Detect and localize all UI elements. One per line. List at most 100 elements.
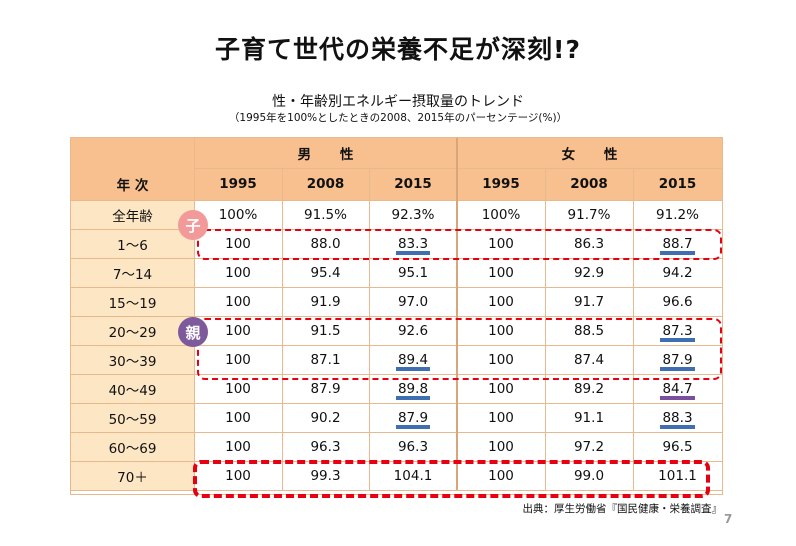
underlined-value: 83.3	[395, 235, 431, 255]
value-cell: 97.0	[369, 287, 457, 316]
underlined-value: 89.8	[395, 380, 431, 400]
grid-line	[71, 490, 722, 491]
underlined-value: 87.9	[660, 351, 695, 371]
table-note: （1995年を100%としたときの2008、2015年のパーセンテージ(%)）	[228, 112, 568, 124]
value-cell: 100	[457, 316, 545, 345]
value-cell: 91.5	[282, 316, 369, 345]
year-header: 2015	[633, 168, 722, 200]
child-badge-label: 子	[185, 216, 201, 235]
age-group-label: 70＋	[71, 461, 194, 490]
value-cell: 100%	[457, 200, 545, 229]
row-header-label: 年 次	[71, 168, 194, 200]
value-cell: 100	[457, 345, 545, 374]
value-cell: 94.2	[633, 258, 722, 287]
value-cell: 91.7%	[545, 200, 633, 229]
parent-badge-label: 親	[185, 323, 201, 342]
age-group-label: 15〜19	[71, 287, 194, 316]
table-subtitle: 性・年齢別エネルギー摂取量のトレンド	[272, 94, 524, 110]
value-cell: 87.9	[369, 403, 457, 432]
underlined-value: 84.7	[660, 380, 695, 400]
value-cell: 100	[457, 403, 545, 432]
value-cell: 92.3%	[369, 200, 457, 229]
page-number: 7	[724, 512, 733, 526]
age-group-label: 60〜69	[71, 432, 194, 461]
value-cell: 95.1	[369, 258, 457, 287]
value-cell: 100	[194, 316, 282, 345]
age-group-label: 40〜49	[71, 374, 194, 403]
value-cell: 83.3	[369, 229, 457, 258]
value-cell: 100	[194, 345, 282, 374]
value-cell: 92.9	[545, 258, 633, 287]
value-cell: 91.5%	[282, 200, 369, 229]
female-header: 女 性	[457, 138, 722, 168]
value-cell: 88.5	[545, 316, 633, 345]
grid-line	[456, 138, 458, 490]
value-cell: 95.4	[282, 258, 369, 287]
value-cell: 100	[457, 287, 545, 316]
grid-line	[71, 287, 722, 288]
year-header: 2015	[369, 168, 457, 200]
value-cell: 88.7	[633, 229, 722, 258]
value-cell: 96.6	[633, 287, 722, 316]
value-cell: 87.9	[633, 345, 722, 374]
value-cell: 100	[457, 229, 545, 258]
child-highlight-box	[197, 229, 722, 260]
value-cell: 92.6	[369, 316, 457, 345]
value-cell: 100%	[194, 200, 282, 229]
value-cell: 91.2%	[633, 200, 722, 229]
value-cell: 104.1	[369, 461, 457, 490]
value-cell: 100	[194, 403, 282, 432]
age-group-label: 全年齢	[71, 200, 194, 229]
age-group-label: 30〜39	[71, 345, 194, 374]
age-group-label: 20〜29	[71, 316, 194, 345]
value-cell: 100	[194, 432, 282, 461]
value-cell: 100	[457, 432, 545, 461]
grid-line	[369, 168, 370, 490]
grid-line	[71, 345, 722, 346]
value-cell: 89.4	[369, 345, 457, 374]
value-cell: 96.3	[282, 432, 369, 461]
age-group-label: 7〜14	[71, 258, 194, 287]
grid-line	[71, 403, 722, 404]
page-title: 子育て世代の栄養不足が深刻!?	[215, 35, 581, 64]
value-cell: 99.0	[545, 461, 633, 490]
grid-line	[194, 168, 722, 169]
parent-highlight-box	[197, 318, 722, 380]
value-cell: 86.3	[545, 229, 633, 258]
underlined-value: 88.3	[660, 409, 695, 429]
value-cell: 88.3	[633, 403, 722, 432]
grid-line	[545, 168, 546, 490]
grid-line	[71, 374, 722, 375]
age-group-label: 50〜59	[71, 403, 194, 432]
value-cell: 100	[194, 461, 282, 490]
male-header: 男 性	[194, 138, 457, 168]
year-header: 2008	[282, 168, 369, 200]
source-note: 出典：厚生労働省『国民健康・栄養調査』	[522, 503, 723, 515]
age-group-label: 1〜6	[71, 229, 194, 258]
value-cell: 100	[457, 258, 545, 287]
underlined-value: 87.3	[660, 322, 695, 342]
grid-line	[282, 168, 283, 490]
value-cell: 97.2	[545, 432, 633, 461]
parent-badge: 親	[178, 317, 208, 347]
value-cell: 87.3	[633, 316, 722, 345]
value-cell: 96.5	[633, 432, 722, 461]
value-cell: 90.2	[282, 403, 369, 432]
value-cell: 91.9	[282, 287, 369, 316]
value-cell: 96.3	[369, 432, 457, 461]
energy-intake-table: 男 性女 性年 次 1995 2008 2015 1995 2008 2015 全年齢 100%…	[70, 137, 723, 495]
grid-line	[71, 432, 722, 433]
value-cell: 99.3	[282, 461, 369, 490]
value-cell: 100	[194, 287, 282, 316]
value-cell: 91.7	[545, 287, 633, 316]
value-cell: 88.0	[282, 229, 369, 258]
grid-line	[71, 316, 722, 317]
underlined-value: 88.7	[660, 235, 695, 255]
underlined-value: 87.9	[395, 409, 431, 429]
grid-line	[194, 138, 195, 490]
value-cell: 100	[194, 229, 282, 258]
value-cell: 100	[194, 258, 282, 287]
value-cell: 91.1	[545, 403, 633, 432]
year-header: 2008	[545, 168, 633, 200]
value-cell: 87.1	[282, 345, 369, 374]
